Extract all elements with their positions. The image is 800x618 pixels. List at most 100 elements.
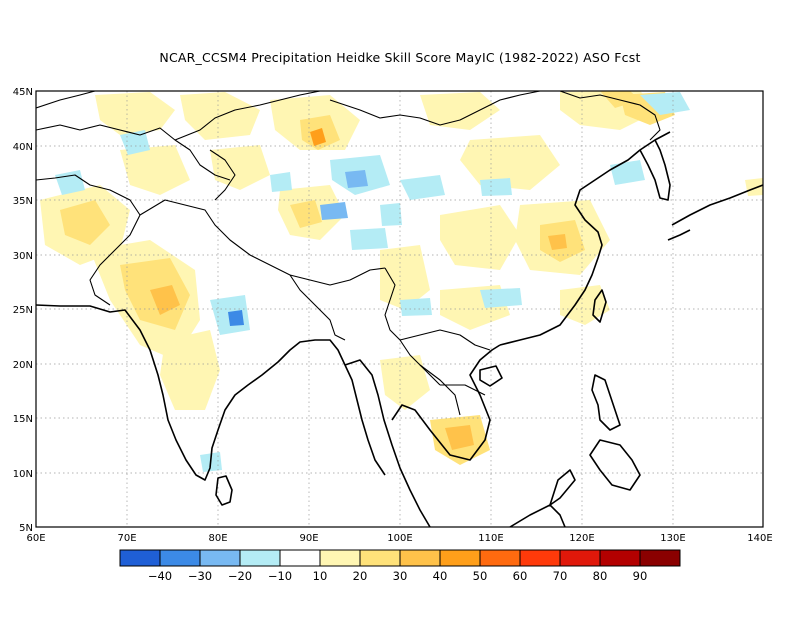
- colorbar-swatch: [359, 549, 401, 567]
- field-patch: [480, 178, 512, 196]
- lon-tick-label: 110E: [478, 533, 503, 544]
- colorbar-swatch: [399, 549, 441, 567]
- lat-tick-label: 40N: [13, 142, 33, 153]
- border: [289, 274, 346, 341]
- country-borders: [36, 91, 661, 416]
- colorbar-swatch: [559, 549, 601, 567]
- field-patch: [160, 330, 220, 410]
- lat-tick-label: 35N: [13, 196, 33, 207]
- colorbar-swatch: [279, 549, 321, 567]
- field-patch: [150, 285, 180, 315]
- border: [384, 267, 441, 386]
- map-title: NCAR_CCSM4 Precipitation Heidke Skill Sc…: [159, 50, 641, 65]
- field-patch: [210, 145, 270, 190]
- field-patch: [350, 228, 388, 250]
- coastline-borneo: [509, 504, 566, 527]
- colorbar-swatch: [599, 549, 641, 567]
- border: [399, 329, 491, 351]
- colorbar-label: −40: [148, 569, 172, 583]
- field-patch: [120, 145, 190, 195]
- colorbar-swatch: [199, 549, 241, 567]
- field-patch: [440, 205, 520, 270]
- lon-tick-label: 70E: [117, 533, 136, 544]
- border: [36, 124, 231, 181]
- colorbar-swatch: [119, 549, 161, 567]
- colorbar: −40 −30 −20 −10 10 20 30 40 50 60 70 80 …: [119, 549, 681, 583]
- field-patch: [60, 200, 110, 245]
- coastline-taiwan: [592, 289, 607, 323]
- lat-tick-label: 5N: [19, 523, 33, 534]
- lon-tick-label: 130E: [660, 533, 685, 544]
- coastline-japan: [671, 184, 763, 226]
- field-patch: [290, 200, 322, 228]
- colorbar-label: −30: [188, 569, 212, 583]
- lat-tick-label: 10N: [13, 469, 33, 480]
- colorbar-label: 50: [473, 569, 488, 583]
- lon-tick-label: 90E: [299, 533, 318, 544]
- coastline-india: [36, 304, 386, 481]
- field-patch: [320, 202, 348, 220]
- coastline-indochina: [344, 359, 431, 527]
- lat-tick-label: 25N: [13, 305, 33, 316]
- field-patch: [380, 203, 402, 226]
- border: [329, 91, 541, 126]
- colorbar-label: 80: [593, 569, 608, 583]
- lon-tick-label: 140E: [747, 533, 772, 544]
- colorbar-label: 70: [553, 569, 568, 583]
- map-grid: [36, 91, 763, 527]
- border: [174, 91, 321, 141]
- colorbar-label: 40: [433, 569, 448, 583]
- longitude-axis: 60E 70E 80E 90E 100E 110E 120E 130E 140E: [26, 533, 772, 544]
- coastline-philippines: [589, 439, 641, 491]
- field-patch: [400, 175, 445, 200]
- field-patch: [310, 128, 326, 146]
- lat-tick-label: 20N: [13, 360, 33, 371]
- colorbar-label: −20: [228, 569, 252, 583]
- colorbar-label: −10: [268, 569, 292, 583]
- coastline-luzon: [591, 374, 621, 431]
- colorbar-label: 90: [633, 569, 648, 583]
- colorbar-label: 60: [513, 569, 528, 583]
- lat-tick-label: 30N: [13, 251, 33, 262]
- colorbar-swatch: [479, 549, 521, 567]
- colorbar-label: 30: [393, 569, 408, 583]
- lon-tick-label: 120E: [569, 533, 594, 544]
- field-patch: [228, 310, 244, 326]
- field-patch: [640, 92, 690, 115]
- field-patch: [445, 425, 474, 450]
- field-patch: [745, 178, 763, 196]
- border: [139, 199, 386, 286]
- coastline-korea: [639, 139, 671, 201]
- coastline-gulf-thailand: [391, 344, 501, 461]
- lat-tick-label: 45N: [13, 87, 33, 98]
- field-patch: [120, 130, 150, 155]
- border: [36, 91, 96, 109]
- coastlines: [36, 131, 763, 527]
- colorbar-swatch: [319, 549, 361, 567]
- colorbar-swatch: [159, 549, 201, 567]
- coastline-japan-s: [667, 229, 691, 241]
- field-patch: [380, 355, 430, 410]
- coastline-china-south: [499, 131, 671, 346]
- field-patch: [95, 92, 175, 135]
- field-patch: [345, 170, 368, 188]
- field-patch: [420, 92, 500, 130]
- colorbar-swatch: [639, 549, 681, 567]
- lon-tick-label: 60E: [26, 533, 45, 544]
- border: [209, 149, 236, 201]
- colorbar-label: 10: [313, 569, 328, 583]
- colorbar-swatch: [439, 549, 481, 567]
- field-patch: [560, 285, 610, 325]
- border: [559, 91, 661, 141]
- colorbar-swatch: [519, 549, 561, 567]
- border: [419, 364, 461, 416]
- lon-tick-label: 100E: [387, 533, 412, 544]
- lon-tick-label: 80E: [208, 533, 227, 544]
- colorbar-swatch: [239, 549, 281, 567]
- coastline-srilanka: [215, 475, 233, 506]
- coastline-hainan: [479, 365, 503, 387]
- field-patch: [270, 172, 292, 192]
- field-patch: [460, 135, 560, 190]
- latitude-axis: 45N 40N 35N 30N 25N 20N 15N 10N 5N: [13, 87, 33, 534]
- field-patch: [400, 298, 432, 316]
